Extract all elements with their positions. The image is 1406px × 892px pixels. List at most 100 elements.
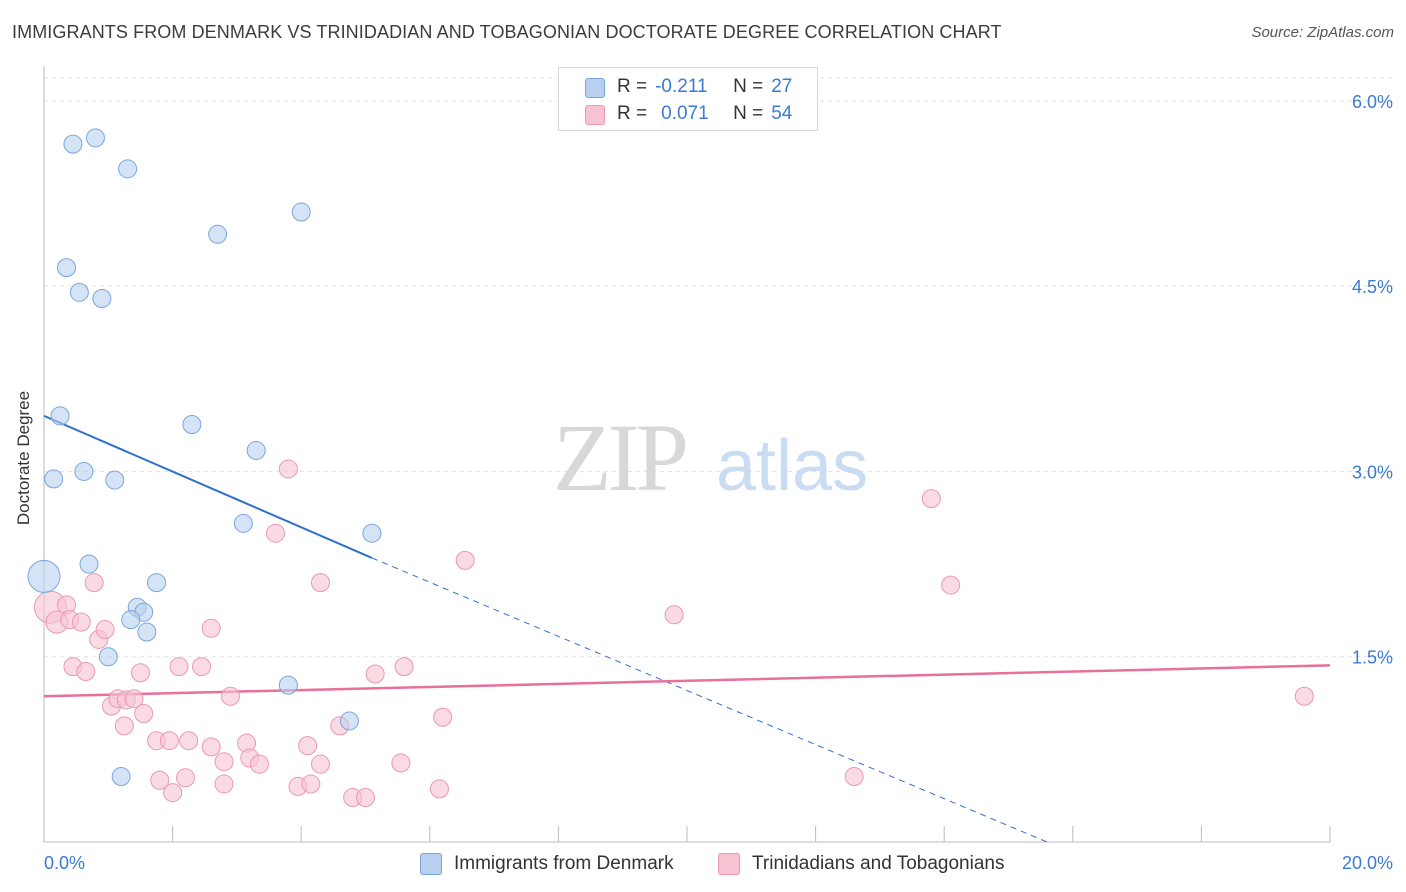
point-trinidad [201,618,221,638]
tick-labels: 1.5% 3.0% 4.5% 6.0% 0.0% 20.0% [44,92,1393,873]
point-denmark [246,440,266,460]
point-denmark [79,554,99,574]
point-trinidad [455,550,475,570]
point-denmark [118,159,138,179]
chart-title: IMMIGRANTS FROM DENMARK VS TRINIDADIAN A… [12,22,1002,42]
legend-row-trinidad: R = 0.071 N = 54 [585,102,792,126]
point-trinidad [220,686,240,706]
point-denmark [69,282,89,302]
point-denmark [233,513,253,533]
y-tick-label: 1.5% [1352,648,1393,668]
point-trinidad [130,663,150,683]
trend-line-denmark [43,414,373,559]
source-credit: Source: ZipAtlas.com [1251,24,1394,41]
point-trinidad [1294,686,1314,706]
point-trinidad [249,754,269,774]
legend-n-label: N = [733,103,764,124]
point-trinidad [310,573,330,593]
point-trinidad [201,737,221,757]
point-trinidad [192,657,212,677]
point-trinidad [124,689,144,709]
point-trinidad [310,754,330,774]
point-denmark [208,224,228,244]
point-denmark [111,767,131,787]
point-trinidad [921,489,941,509]
point-denmark [339,711,359,731]
point-denmark [121,610,141,630]
point-trinidad [169,657,189,677]
bottom-legend-swatch-blue [420,853,442,875]
point-denmark [92,289,112,309]
legend-r-value: 0.071 [661,103,709,124]
point-trinidad [265,523,285,543]
point-trinidad [95,620,115,640]
point-denmark [63,134,83,154]
point-trinidad [84,573,104,593]
point-denmark [74,461,94,481]
grid-lines [44,77,1392,658]
x-tick-label: 0.0% [44,853,85,873]
legend-n-label: N = [733,76,764,97]
legend-r-label: R = [617,76,648,97]
bottom-legend-denmark: Immigrants from Denmark [420,852,674,876]
point-trinidad [433,707,453,727]
point-trinidad [844,767,864,787]
axes [43,66,1331,843]
point-denmark [182,415,202,435]
y-tick-label: 6.0% [1352,92,1393,112]
point-denmark [137,622,157,642]
point-trinidad [214,752,234,772]
bottom-legend-label: Immigrants from Denmark [454,853,674,874]
y-tick-label: 4.5% [1352,277,1393,297]
legend-r-label: R = [617,103,648,124]
point-trinidad [163,783,183,803]
point-trinidad [941,575,961,595]
data-points [27,128,1314,808]
point-denmark [27,559,61,593]
point-trinidad [159,731,179,751]
point-trinidad [114,716,134,736]
point-trinidad [391,753,411,773]
correlation-legend: R = -0.211 N = 27 R = 0.071 N = 54 [558,67,818,131]
point-trinidad [356,788,375,808]
point-denmark [278,675,298,695]
point-denmark [85,128,105,148]
y-tick-label: 3.0% [1352,462,1393,482]
point-trinidad [76,662,96,682]
watermark: ZIP atlas [553,404,868,511]
trend-lines [43,414,1331,843]
legend-swatch-pink [585,105,605,125]
legend-n-value: 54 [771,103,793,124]
watermark-atlas: atlas [716,426,868,506]
point-trinidad [214,774,234,794]
point-trinidad [71,612,91,632]
y-axis-label: Doctorate Degree [14,390,33,526]
point-trinidad [429,779,449,799]
point-trinidad [298,736,318,756]
point-denmark [57,258,77,278]
point-trinidad [664,605,684,625]
bottom-legend-label: Trinidadians and Tobagonians [752,853,1005,874]
point-trinidad [150,770,170,790]
point-trinidad [278,459,298,479]
point-denmark [44,469,64,489]
trend-line-trinidad [43,664,1331,698]
point-trinidad [179,731,199,751]
point-denmark [362,523,382,543]
point-trinidad [365,664,385,684]
x-tick-label: 20.0% [1342,853,1393,873]
point-trinidad [175,768,195,788]
bottom-legend-swatch-pink [718,853,740,875]
point-trinidad [134,704,154,724]
point-denmark [50,406,70,426]
legend-row-denmark: R = -0.211 N = 27 [585,75,792,99]
point-trinidad [394,657,414,677]
watermark-zip: ZIP [553,404,686,511]
bottom-legend-trinidad: Trinidadians and Tobagonians [718,852,1004,876]
point-denmark [98,647,118,667]
legend-swatch-blue [585,78,605,98]
point-denmark [147,573,167,593]
point-trinidad [301,774,321,794]
legend-n-value: 27 [771,76,793,97]
